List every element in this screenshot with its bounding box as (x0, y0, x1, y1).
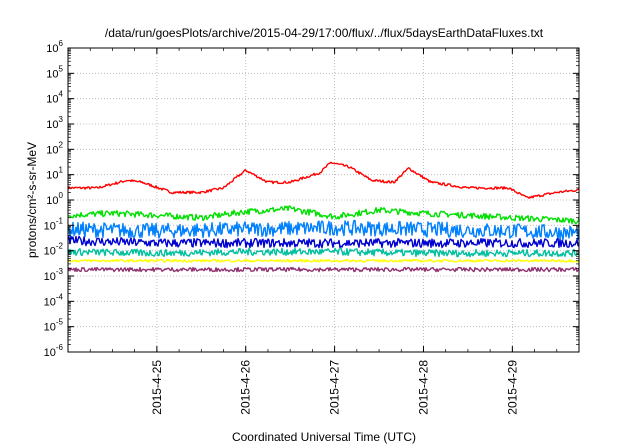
series-line (67, 161, 580, 199)
y-tick-label: 10-4 (44, 292, 64, 308)
y-tick-label: 100 (46, 191, 63, 207)
series-line (67, 219, 580, 241)
x-tick-label: 2015-4-28 (416, 360, 430, 415)
x-tick-label: 2015-4-29 (505, 360, 519, 415)
series-line (67, 235, 580, 249)
y-tick-label: 105 (46, 64, 63, 80)
x-tick-label: 2015-4-27 (328, 360, 342, 415)
y-tick-label: 102 (46, 140, 63, 156)
plot-frame (67, 47, 580, 353)
x-axis-label: Coordinated Universal Time (UTC) (232, 430, 416, 444)
y-tick-label: 10-1 (44, 216, 64, 232)
y-axis-label: protons/cm²-s-sr-MeV (25, 142, 39, 258)
series-line (67, 205, 580, 225)
series-line (67, 247, 580, 258)
y-tick-label: 106 (46, 39, 63, 55)
series-line (67, 266, 580, 273)
y-tick-label: 10-3 (44, 267, 64, 283)
chart-title: /data/run/goesPlots/archive/2015-04-29/1… (105, 26, 544, 40)
y-tick-label: 10-6 (44, 343, 64, 359)
series-group (67, 161, 580, 273)
y-tick-label: 104 (46, 90, 63, 106)
grid (68, 48, 579, 352)
y-tick-label: 10-2 (44, 242, 64, 258)
series-line (67, 258, 580, 263)
x-tick-label: 2015-4-25 (150, 360, 164, 415)
y-tick-label: 103 (46, 115, 63, 131)
y-tick-label: 101 (46, 166, 63, 182)
x-tick-label: 2015-4-26 (239, 360, 253, 415)
y-tick-label: 10-5 (44, 318, 64, 334)
